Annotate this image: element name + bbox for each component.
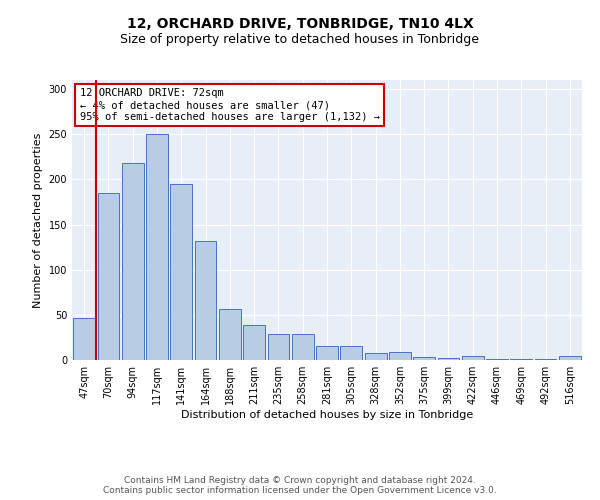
Text: Contains public sector information licensed under the Open Government Licence v3: Contains public sector information licen… — [103, 486, 497, 495]
X-axis label: Distribution of detached houses by size in Tonbridge: Distribution of detached houses by size … — [181, 410, 473, 420]
Bar — [340, 346, 362, 360]
Text: Contains HM Land Registry data © Crown copyright and database right 2024.: Contains HM Land Registry data © Crown c… — [124, 476, 476, 485]
Bar — [194, 241, 217, 360]
Bar — [146, 134, 168, 360]
Bar — [535, 359, 556, 360]
Bar — [413, 358, 435, 360]
Bar — [122, 163, 143, 360]
Bar — [219, 310, 241, 360]
Bar — [365, 353, 386, 360]
Bar — [462, 356, 484, 360]
Y-axis label: Number of detached properties: Number of detached properties — [33, 132, 43, 308]
Bar — [73, 318, 95, 360]
Bar — [268, 334, 289, 360]
Text: 12, ORCHARD DRIVE, TONBRIDGE, TN10 4LX: 12, ORCHARD DRIVE, TONBRIDGE, TN10 4LX — [127, 18, 473, 32]
Text: Size of property relative to detached houses in Tonbridge: Size of property relative to detached ho… — [121, 32, 479, 46]
Bar — [437, 358, 460, 360]
Bar — [243, 325, 265, 360]
Bar — [316, 346, 338, 360]
Bar — [170, 184, 192, 360]
Text: 12 ORCHARD DRIVE: 72sqm
← 4% of detached houses are smaller (47)
95% of semi-det: 12 ORCHARD DRIVE: 72sqm ← 4% of detached… — [80, 88, 380, 122]
Bar — [486, 359, 508, 360]
Bar — [511, 359, 532, 360]
Bar — [389, 352, 411, 360]
Bar — [559, 356, 581, 360]
Bar — [97, 193, 119, 360]
Bar — [292, 334, 314, 360]
